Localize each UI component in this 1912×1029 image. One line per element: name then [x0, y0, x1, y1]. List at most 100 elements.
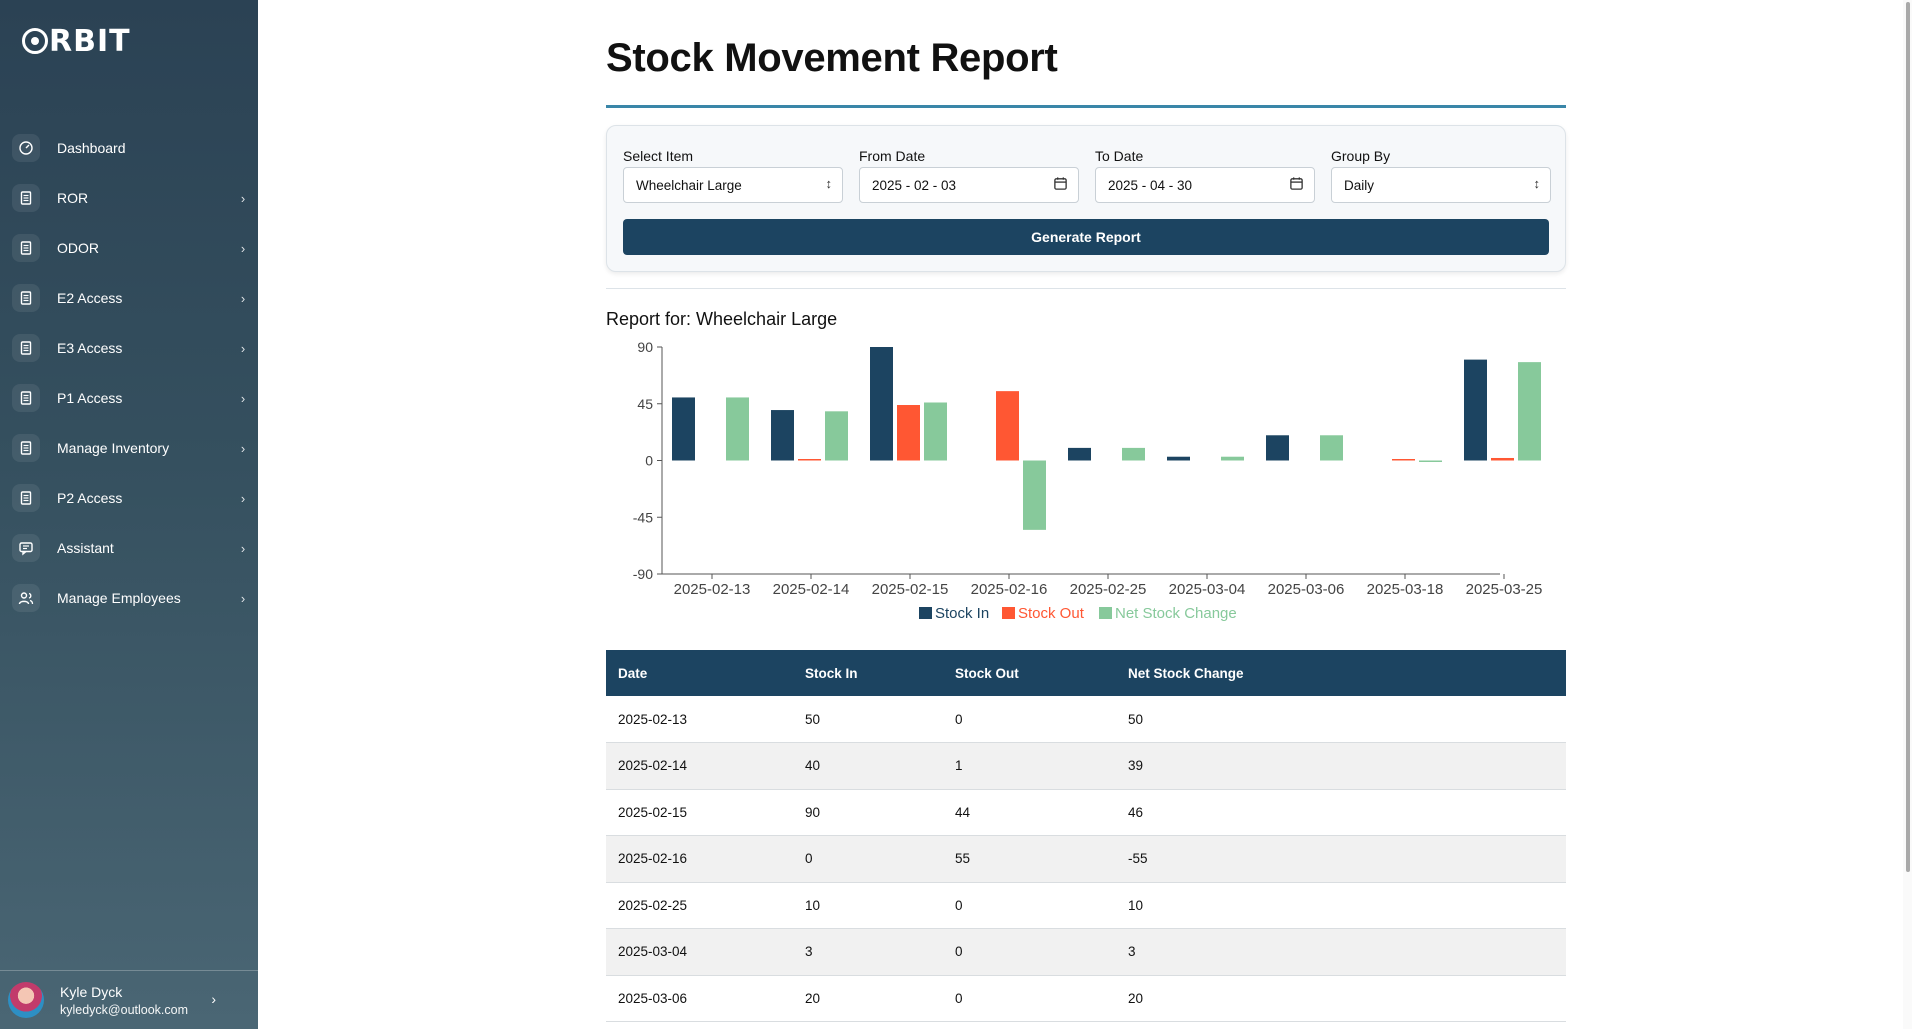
- sidebar-item-label: E3 Access: [57, 340, 123, 356]
- bar-stock-out: [897, 405, 920, 461]
- sidebar-item-dashboard[interactable]: Dashboard: [0, 123, 258, 173]
- table-cell: 44: [943, 789, 1116, 836]
- table-cell: 39: [1116, 742, 1566, 790]
- generate-report-button[interactable]: Generate Report: [623, 219, 1549, 255]
- item-select[interactable]: Wheelchair Large ↕: [623, 167, 843, 203]
- sidebar-item-assistant[interactable]: Assistant ›: [0, 523, 258, 573]
- user-profile[interactable]: Kyle Dyck kyledyck@outlook.com ›: [0, 970, 258, 1029]
- x-tick-label: 2025-02-25: [1070, 581, 1147, 598]
- table-cell: 2025-02-14: [606, 742, 793, 790]
- legend-swatch: [1099, 607, 1112, 619]
- orbit-logo[interactable]: RBIT: [22, 24, 131, 59]
- sidebar-item-e2-access[interactable]: E2 Access ›: [0, 273, 258, 323]
- scrollbar[interactable]: [1903, 0, 1912, 1029]
- from-date-field: From Date 2025 - 02 - 03: [859, 148, 1079, 203]
- table-cell: 0: [943, 928, 1116, 976]
- table-cell: 46: [1116, 789, 1566, 836]
- document-icon: [12, 284, 40, 312]
- chevron-right-icon: ›: [240, 240, 246, 256]
- table-cell: 10: [1116, 882, 1566, 929]
- table-body: 2025-02-13 50 0 50 2025-02-14 40 1 39 2025-02-15…: [606, 696, 1566, 1022]
- from-date-label: From Date: [859, 148, 926, 164]
- table-cell: 90: [793, 789, 943, 836]
- document-icon: [12, 184, 40, 212]
- bar-net-stock-change: [1221, 456, 1244, 461]
- report-title: Report for: Wheelchair Large: [606, 309, 838, 329]
- table-cell: 0: [943, 696, 1116, 743]
- group-by-select[interactable]: Daily ↕: [1331, 167, 1551, 203]
- table-cell: 2025-02-25: [606, 882, 793, 929]
- x-tick-label: 2025-03-06: [1268, 581, 1345, 598]
- y-tick-label: 0: [645, 453, 653, 469]
- legend-swatch: [1002, 607, 1015, 619]
- legend-swatch: [919, 607, 932, 619]
- table-cell: 1: [943, 742, 1116, 790]
- y-tick-label: 45: [637, 396, 653, 412]
- table-row: 2025-03-06 20 0 20: [606, 975, 1566, 1022]
- bar-net-stock-change: [1419, 460, 1442, 462]
- sidebar-item-manage-inventory[interactable]: Manage Inventory ›: [0, 423, 258, 473]
- bar-stock-in: [870, 347, 893, 461]
- y-tick-label: -90: [633, 566, 653, 582]
- table-cell: -55: [1116, 835, 1566, 883]
- sidebar-item-ror[interactable]: ROR ›: [0, 173, 258, 223]
- table-cell: 10: [793, 882, 943, 929]
- column-header[interactable]: Date: [618, 665, 648, 681]
- bar-stock-in: [1068, 447, 1091, 461]
- sidebar-item-manage-employees[interactable]: Manage Employees ›: [0, 573, 258, 623]
- bar-stock-in: [1464, 359, 1487, 461]
- table-cell: 20: [793, 975, 943, 1022]
- bar-stock-out: [798, 459, 821, 461]
- column-header[interactable]: Net Stock Change: [1128, 665, 1244, 681]
- x-tick-label: 2025-03-18: [1367, 581, 1444, 598]
- sidebar-nav: Dashboard ROR › ODOR › E2 Access › E3 Access › P1…: [0, 123, 258, 623]
- sidebar-item-label: ODOR: [57, 240, 99, 256]
- sidebar-item-odor[interactable]: ODOR ›: [0, 223, 258, 273]
- table-cell: 0: [943, 975, 1116, 1022]
- column-header[interactable]: Stock In: [805, 665, 858, 681]
- chevron-right-icon: ›: [240, 340, 246, 356]
- chevron-right-icon: ›: [240, 440, 246, 456]
- x-tick-label: 2025-02-16: [971, 581, 1048, 598]
- legend-label: Net Stock Change: [1115, 605, 1237, 622]
- x-tick-label: 2025-03-04: [1169, 581, 1246, 598]
- table-cell: 50: [1116, 696, 1566, 743]
- chevron-right-icon: ›: [240, 490, 246, 506]
- to-date-field: To Date 2025 - 04 - 30: [1095, 148, 1315, 203]
- sidebar-item-p2-access[interactable]: P2 Access ›: [0, 473, 258, 523]
- sidebar-item-label: E2 Access: [57, 290, 123, 306]
- table-cell: 2025-02-16: [606, 835, 793, 883]
- legend-label: Stock Out: [1018, 605, 1085, 622]
- calendar-icon[interactable]: [1053, 176, 1068, 191]
- table-row: 2025-02-25 10 0 10: [606, 882, 1566, 929]
- logo-o-icon: [22, 28, 48, 54]
- sidebar: RBIT Dashboard ROR › ODOR › E2 Access › E3 Acce…: [0, 0, 258, 1029]
- y-tick-label: -45: [633, 509, 653, 525]
- to-date-input[interactable]: 2025 - 04 - 30: [1095, 167, 1315, 203]
- calendar-icon[interactable]: [1289, 176, 1304, 191]
- chevron-right-icon: ›: [240, 590, 246, 606]
- table-row: 2025-02-13 50 0 50: [606, 696, 1566, 743]
- document-icon: [12, 234, 40, 262]
- dashboard-icon: [12, 134, 40, 162]
- chevron-right-icon: ›: [240, 540, 246, 556]
- updown-icon: ↕: [825, 176, 833, 191]
- table-cell: 2025-02-13: [606, 696, 793, 743]
- table-row: 2025-02-16 0 55 -55: [606, 835, 1566, 883]
- table-cell: 0: [793, 835, 943, 883]
- table-cell: 40: [793, 742, 943, 790]
- chevron-right-icon: ›: [211, 991, 216, 1007]
- table-cell: 0: [943, 882, 1116, 929]
- document-icon: [12, 434, 40, 462]
- bar-stock-out: [1491, 457, 1514, 461]
- table-row: 2025-02-15 90 44 46: [606, 789, 1566, 836]
- x-tick-label: 2025-02-14: [773, 581, 850, 598]
- profile-name: Kyle Dyck: [60, 983, 123, 1000]
- bar-stock-in: [1266, 435, 1289, 461]
- column-header[interactable]: Stock Out: [955, 665, 1019, 681]
- sidebar-item-e3-access[interactable]: E3 Access ›: [0, 323, 258, 373]
- scrollbar-thumb[interactable]: [1906, 2, 1910, 872]
- from-date-input[interactable]: 2025 - 02 - 03: [859, 167, 1079, 203]
- section-divider: [606, 288, 1566, 289]
- sidebar-item-p1-access[interactable]: P1 Access ›: [0, 373, 258, 423]
